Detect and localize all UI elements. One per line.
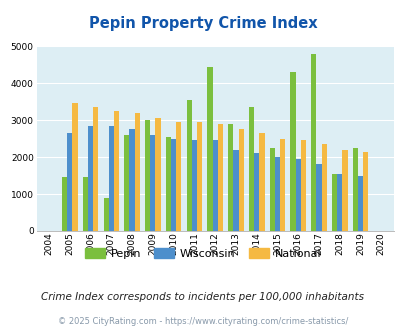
Bar (191, 141, 196, 231)
Bar (212, 141, 217, 231)
Bar (150, 135, 155, 231)
Bar (259, 133, 264, 231)
Bar (114, 111, 119, 231)
Bar (233, 150, 238, 231)
Bar (145, 120, 150, 231)
Bar (254, 153, 259, 231)
Bar (129, 129, 134, 231)
Bar (176, 122, 181, 231)
Text: Crime Index corresponds to incidents per 100,000 inhabitants: Crime Index corresponds to incidents per… (41, 292, 364, 302)
Text: Pepin Property Crime Index: Pepin Property Crime Index (88, 16, 317, 31)
Bar (269, 148, 274, 231)
Bar (103, 198, 109, 231)
Bar (238, 129, 243, 231)
Bar (83, 178, 88, 231)
Bar (341, 150, 347, 231)
Bar (311, 53, 315, 231)
Bar (67, 133, 72, 231)
Bar (72, 104, 77, 231)
Bar (62, 178, 67, 231)
Bar (331, 174, 337, 231)
Bar (134, 113, 140, 231)
Bar (315, 164, 321, 231)
Bar (228, 124, 233, 231)
Bar (279, 139, 285, 231)
Bar (155, 118, 160, 231)
Bar (171, 139, 176, 231)
Bar (165, 137, 171, 231)
Bar (248, 107, 254, 231)
Bar (93, 107, 98, 231)
Bar (274, 157, 279, 231)
Bar (295, 159, 300, 231)
Bar (352, 148, 357, 231)
Bar (337, 174, 341, 231)
Bar (321, 144, 326, 231)
Bar (300, 141, 305, 231)
Bar (196, 122, 202, 231)
Text: © 2025 CityRating.com - https://www.cityrating.com/crime-statistics/: © 2025 CityRating.com - https://www.city… (58, 317, 347, 326)
Bar (362, 151, 367, 231)
Bar (88, 126, 93, 231)
Bar (357, 176, 362, 231)
Bar (207, 67, 212, 231)
Bar (217, 124, 222, 231)
Bar (109, 126, 114, 231)
Bar (290, 72, 295, 231)
Bar (124, 135, 129, 231)
Legend: Pepin, Wisconsin, National: Pepin, Wisconsin, National (80, 244, 325, 263)
Bar (186, 100, 191, 231)
